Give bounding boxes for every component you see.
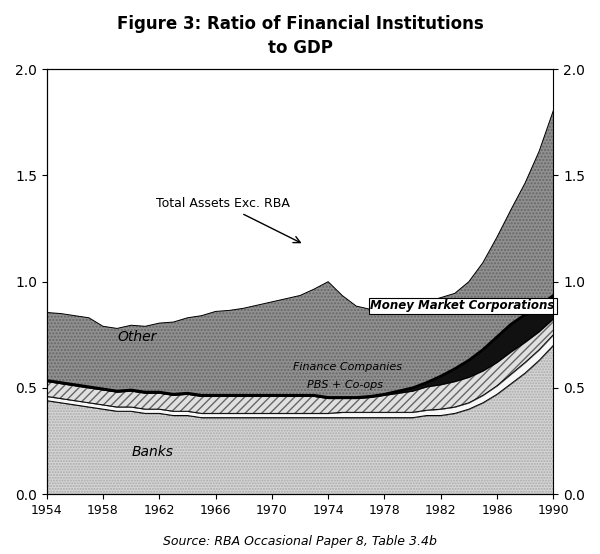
Text: Finance Companies: Finance Companies xyxy=(293,362,402,372)
Title: Figure 3: Ratio of Financial Institutions
to GDP: Figure 3: Ratio of Financial Institution… xyxy=(116,15,484,57)
Text: Other: Other xyxy=(117,330,157,344)
Text: Banks: Banks xyxy=(131,445,173,459)
Text: Money Market Corporations: Money Market Corporations xyxy=(370,299,555,312)
Text: Source: RBA Occasional Paper 8, Table 3.4b: Source: RBA Occasional Paper 8, Table 3.… xyxy=(163,536,437,548)
Text: PBS + Co-ops: PBS + Co-ops xyxy=(307,380,383,390)
Text: Total Assets Exc. RBA: Total Assets Exc. RBA xyxy=(155,197,301,243)
